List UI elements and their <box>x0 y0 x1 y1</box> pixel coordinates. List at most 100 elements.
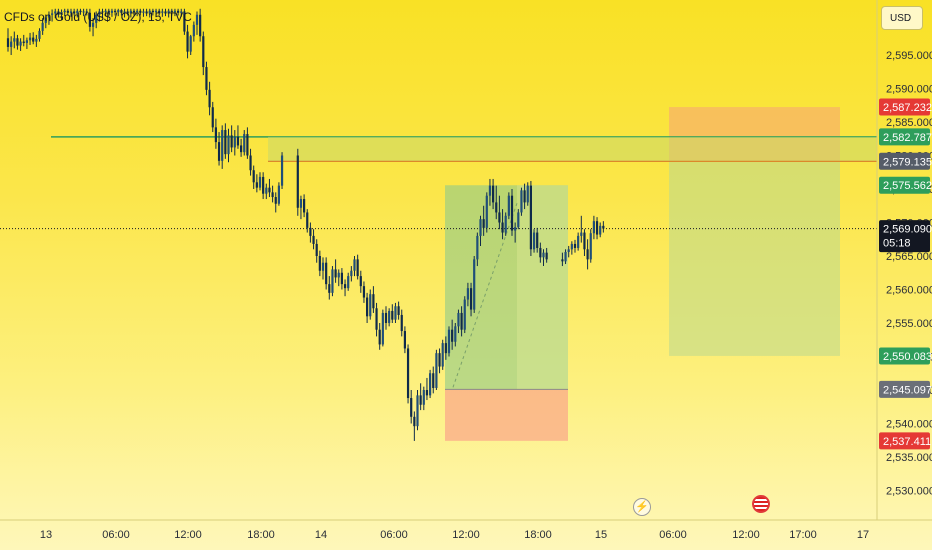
candle-body <box>356 259 359 277</box>
candle-body <box>217 142 221 161</box>
time-tick-label: 13 <box>40 529 52 541</box>
price-badge <box>879 380 930 398</box>
candle-body <box>73 11 76 14</box>
candle-body <box>438 353 441 367</box>
candle-body <box>460 312 463 330</box>
long-filled-zone <box>517 185 568 390</box>
candle-body <box>312 235 315 244</box>
candle-body <box>309 227 312 236</box>
candle-body <box>476 235 479 260</box>
time-tick-label: 18:00 <box>247 529 275 541</box>
candle-body <box>381 312 384 345</box>
time-tick-label: 12:00 <box>174 529 202 541</box>
price-badge <box>879 98 930 116</box>
lightning-icon[interactable]: ⚡ <box>633 498 651 516</box>
candle-body <box>501 222 504 233</box>
candle-body <box>413 416 416 427</box>
candle-body <box>180 11 183 13</box>
candle-body <box>532 232 536 250</box>
time-tick-label: 17 <box>857 529 869 541</box>
candle-body <box>366 297 369 317</box>
candle-body <box>249 155 252 171</box>
time-tick-label: 18:00 <box>524 529 552 541</box>
time-axis[interactable]: 13 06:00 12:00 18:00 14 06:00 12:00 18:00 15 06:0… <box>0 519 932 541</box>
candle-body <box>123 11 126 13</box>
candle-body <box>529 185 532 250</box>
price-tick-label: 2,555.000 <box>886 318 932 330</box>
candle-body <box>394 306 397 320</box>
candle-body <box>221 130 224 161</box>
price-badge-label: 2,575.562 <box>883 180 932 192</box>
candle-body <box>79 10 82 13</box>
candle-body <box>510 195 514 231</box>
candle-body <box>482 219 485 228</box>
candle-body <box>350 270 353 277</box>
candle-body <box>227 135 230 155</box>
candle-body <box>378 329 381 345</box>
candle-body <box>406 348 410 399</box>
candle-body <box>117 10 120 13</box>
candle-body <box>114 10 117 13</box>
candle-body <box>82 11 85 13</box>
candle-body <box>419 395 422 405</box>
price-badge <box>879 152 930 170</box>
candle-body <box>214 127 217 143</box>
candle-body <box>498 212 501 223</box>
candle-body <box>19 41 22 46</box>
candle-body <box>38 30 41 39</box>
candle-body <box>98 11 101 15</box>
candle-body <box>447 329 451 354</box>
candle-body <box>195 14 199 25</box>
candle-body <box>451 329 454 342</box>
candle-body <box>400 314 403 332</box>
candle-body <box>85 11 88 13</box>
candle-body <box>384 312 388 323</box>
candle-body <box>573 243 577 248</box>
candle-body <box>567 249 570 252</box>
candle-body <box>277 185 280 204</box>
horizontal-lines[interactable] <box>0 136 877 230</box>
candle-body <box>526 185 529 203</box>
candle-body <box>507 195 510 216</box>
candle-body <box>583 232 586 250</box>
candle-body <box>577 235 580 248</box>
candle-body <box>589 233 592 260</box>
candle-body <box>110 10 114 13</box>
candle-body <box>126 11 129 14</box>
candle-body <box>331 269 334 293</box>
candle-body <box>10 41 13 47</box>
currency-button[interactable]: USD <box>881 6 923 30</box>
symbol-title[interactable]: CFDs on Gold (US$ / OZ), 15, TVC <box>4 10 192 24</box>
price-badge-label: 2,579.135 <box>883 156 932 168</box>
price-tick-label: 2,590.000 <box>886 84 932 96</box>
candle-body <box>158 10 161 13</box>
time-tick-label: 06:00 <box>380 529 408 541</box>
candle-body <box>410 398 413 417</box>
candle-body <box>495 202 498 213</box>
candle-body <box>479 219 482 236</box>
candle-body <box>271 192 274 198</box>
price-badge-label: 2,569.090 <box>883 224 932 236</box>
candle-body <box>69 11 73 13</box>
candle-body <box>258 176 262 188</box>
candle-body <box>369 294 372 317</box>
candle-body <box>441 343 444 367</box>
price-tick-label: 2,535.000 <box>886 452 932 464</box>
candle-body <box>224 130 227 155</box>
us-flag-icon[interactable] <box>752 495 770 513</box>
candle-body <box>233 136 236 148</box>
candle-body <box>104 10 107 13</box>
candle-body <box>299 199 303 208</box>
candle-body <box>536 232 539 248</box>
candle-body <box>255 182 258 188</box>
price-badge-label: 2,545.097 <box>883 384 932 396</box>
candle-body <box>129 10 132 14</box>
short-target-zone[interactable] <box>669 161 840 356</box>
time-tick-label: 06:00 <box>102 529 130 541</box>
long-path-line <box>452 203 518 388</box>
candle-body <box>35 38 38 42</box>
long-stop-zone[interactable] <box>445 389 568 441</box>
price-badge <box>879 347 930 365</box>
